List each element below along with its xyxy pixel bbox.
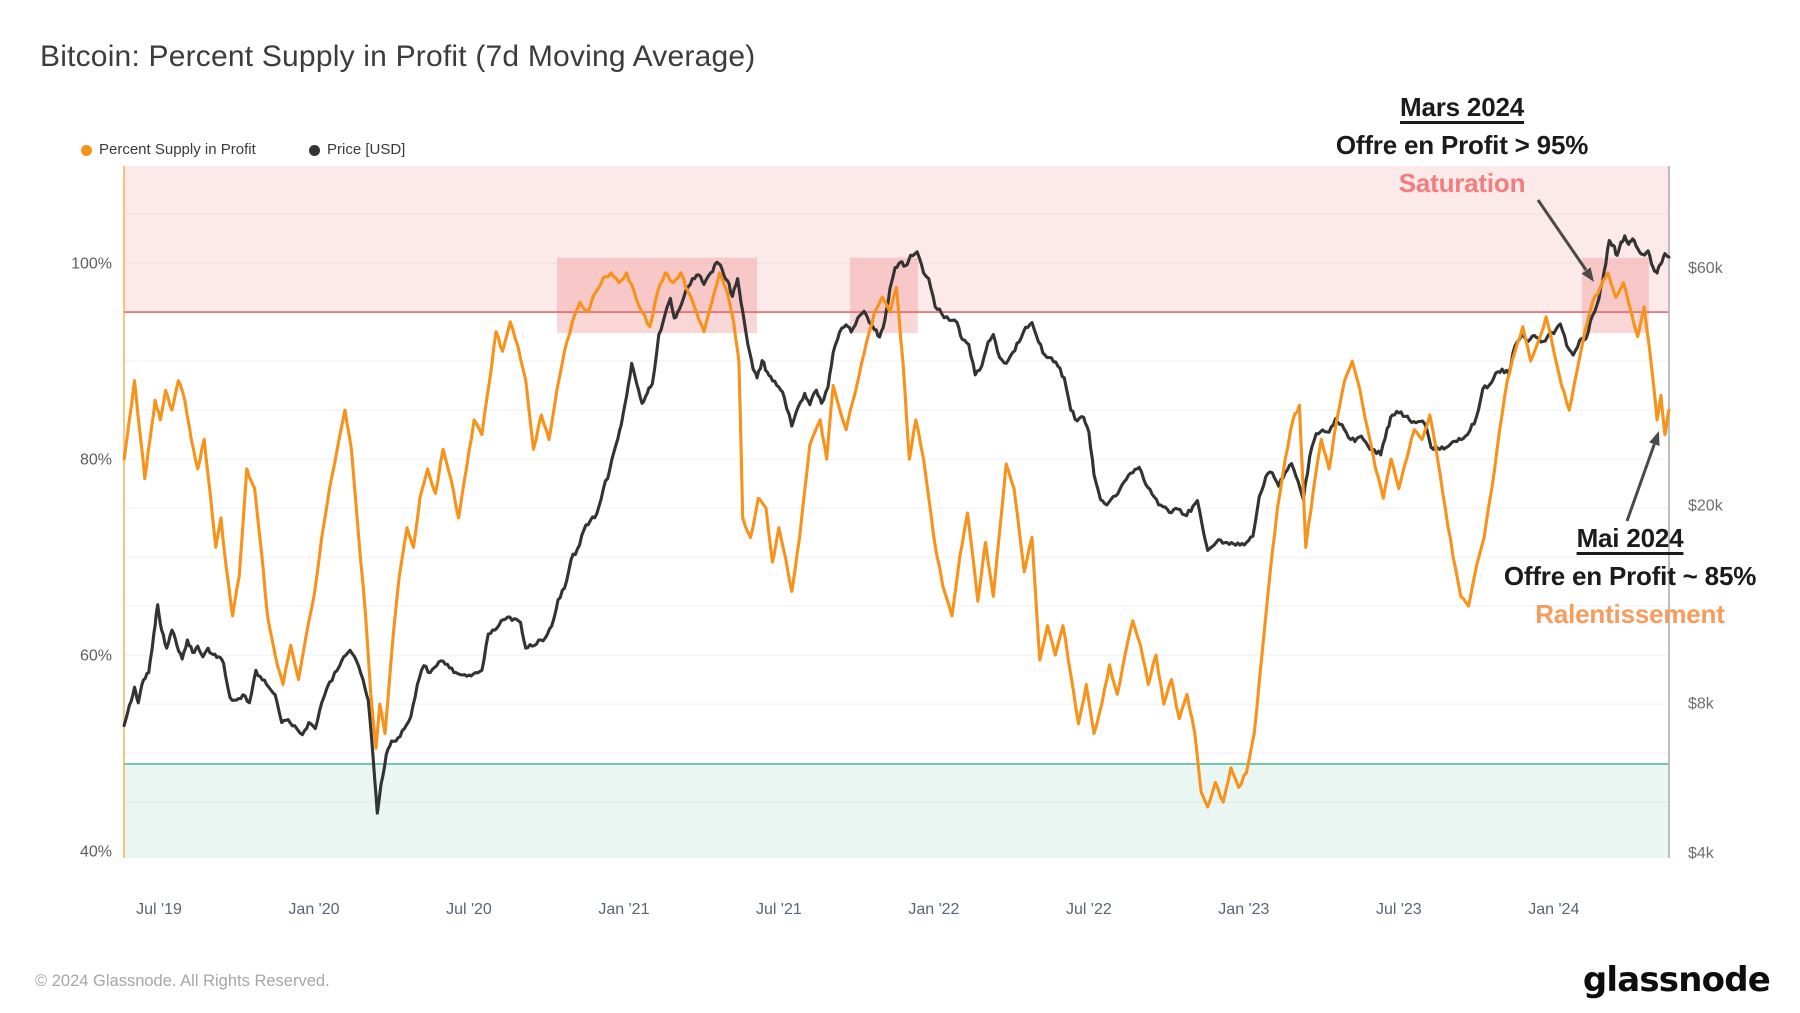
supply-in-profit-line	[122, 271, 1671, 809]
footer-copyright: © 2024 Glassnode. All Rights Reserved.	[35, 972, 330, 990]
annotation-march-2024: Mars 2024 Offre en Profit > 95% Saturati…	[1262, 88, 1662, 202]
annotation-march-text: Offre en Profit > 95%	[1335, 130, 1589, 160]
x-axis-tick-label: Jan '20	[288, 901, 339, 918]
plot-area[interactable]	[122, 234, 1671, 815]
y-axis-right-tick-label: $60k	[1688, 260, 1724, 277]
axis-tick-labels: 100% 80% 60% 40% $60k $20k $8k $4k Jul '19 Jan '2…	[71, 256, 1724, 918]
capitulation-zone	[124, 763, 1669, 858]
y-axis-left-tick-label: 60%	[80, 648, 112, 665]
x-axis-tick-label: Jul '19	[136, 901, 182, 918]
x-axis-tick-label: Jan '22	[908, 901, 959, 918]
y-axis-right-tick-label: $4k	[1688, 845, 1715, 862]
y-axis-right-tick-label: $8k	[1688, 695, 1715, 712]
glassnode-logo: glassnode	[1582, 960, 1771, 1000]
legend-dot-supply-icon	[81, 144, 92, 156]
annotation-may-text: Offre en Profit ~ 85%	[1503, 561, 1757, 591]
x-axis-tick-label: Jul '20	[446, 901, 492, 918]
annotation-march-title: Mars 2024	[1400, 92, 1524, 122]
x-axis-tick-label: Jul '23	[1376, 901, 1422, 918]
page-title: Bitcoin: Percent Supply in Profit (7d Mo…	[40, 40, 756, 73]
x-axis-tick-label: Jul '22	[1066, 901, 1112, 918]
legend-item-price[interactable]: Price [USD]	[309, 139, 405, 161]
y-axis-left-tick-label: 40%	[80, 844, 112, 861]
annotation-march-tag: Saturation	[1398, 168, 1526, 198]
slowdown-arrow-head-icon	[1649, 431, 1660, 446]
x-axis-tick-label: Jan '24	[1528, 901, 1579, 918]
y-axis-left-tick-label: 80%	[80, 452, 112, 469]
annotation-may-tag: Ralentissement	[1535, 599, 1725, 629]
legend-dot-price-icon	[309, 144, 320, 156]
x-axis-tick-label: Jan '23	[1218, 901, 1269, 918]
annotation-may-title: Mai 2024	[1576, 523, 1684, 553]
slowdown-arrow	[1625, 443, 1656, 522]
axis-lines	[123, 166, 1670, 858]
price-usd-line	[122, 234, 1671, 815]
x-axis-tick-label: Jan '21	[598, 901, 649, 918]
y-axis-left-tick-label: 100%	[71, 256, 112, 273]
annotation-arrows	[1536, 199, 1660, 522]
annotation-may-2024: Mai 2024 Offre en Profit ~ 85% Ralentiss…	[1455, 519, 1800, 633]
legend-label-supply: Percent Supply in Profit	[99, 141, 256, 158]
saturation-arrow-head-icon	[1581, 267, 1594, 282]
saturation-arrow	[1536, 199, 1588, 271]
y-axis-right-tick-label: $20k	[1688, 497, 1724, 514]
x-axis-tick-label: Jul '21	[756, 901, 802, 918]
legend-item-supply-in-profit[interactable]: Percent Supply in Profit	[81, 139, 256, 161]
legend-label-price: Price [USD]	[327, 141, 406, 158]
